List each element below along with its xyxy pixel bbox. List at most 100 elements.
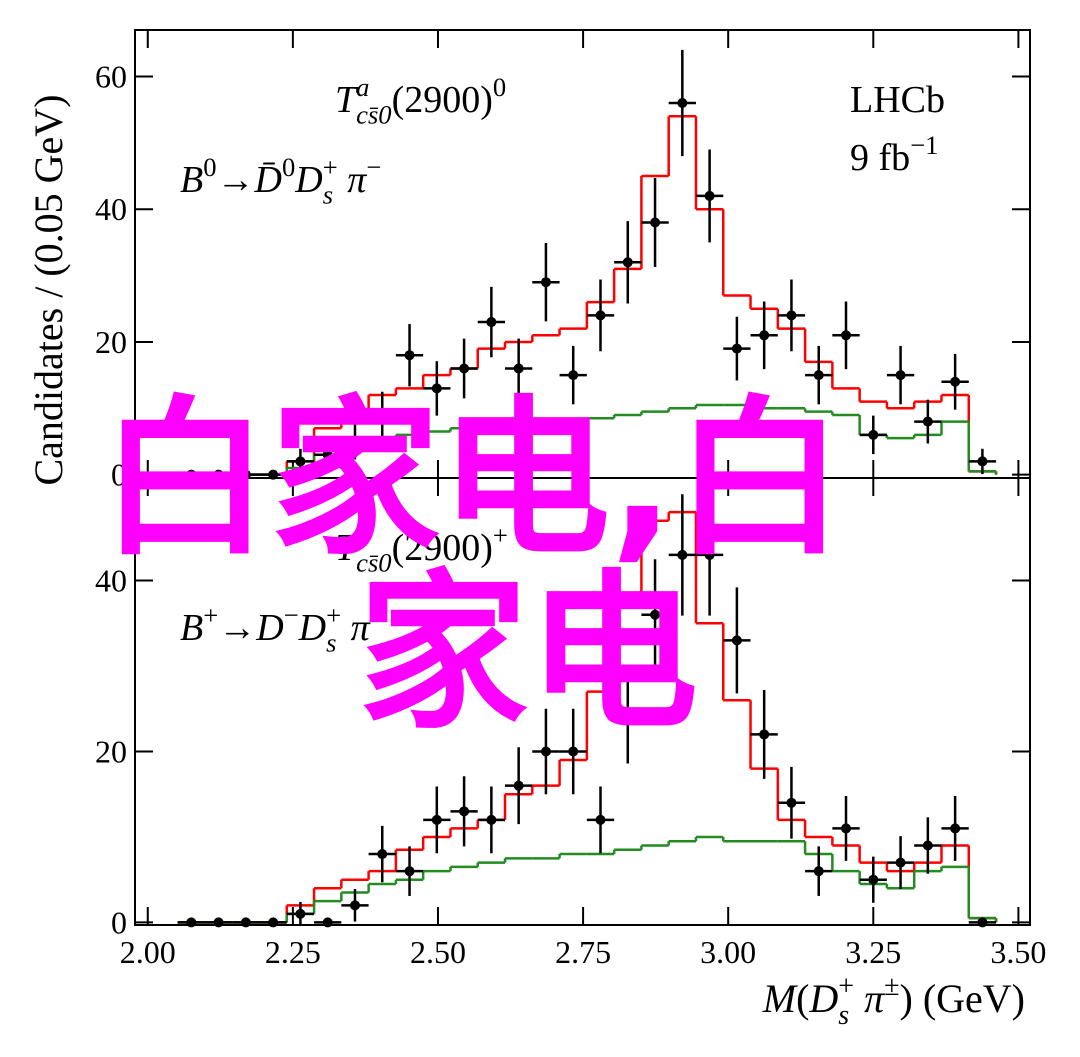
annotation-part: a: [356, 72, 369, 102]
data-point: [895, 370, 906, 381]
data-point: [813, 370, 824, 381]
annotation-part: a: [356, 520, 369, 550]
annotation-part: D̄: [254, 159, 282, 201]
annotation-part: s: [326, 627, 336, 657]
data-point: [895, 857, 906, 868]
overlay-text: 家电: [358, 555, 698, 753]
data-point: [295, 456, 306, 467]
y-tick-label: 0: [111, 904, 127, 940]
x-tick-label: 2.00: [120, 934, 176, 970]
x-tick-label: 2.25: [265, 934, 321, 970]
experiment: LHCb: [850, 79, 945, 121]
annotation: Ta cs̄0(2900)+: [335, 520, 508, 577]
annotation-part: 9 fb: [850, 137, 910, 179]
annotation-part: (2900): [392, 527, 493, 569]
data-point: [868, 874, 879, 885]
annotation-part: (: [796, 976, 809, 1021]
data-point: [704, 549, 715, 560]
data-point: [595, 310, 606, 321]
data-point: [513, 780, 524, 791]
data-point: [759, 330, 770, 341]
annotation-part: D: [255, 607, 283, 649]
annotation-part: +: [203, 600, 218, 630]
data-point: [841, 330, 852, 341]
annotation: 9 fb−1: [850, 130, 938, 179]
data-point: [868, 429, 879, 440]
data-point: [786, 797, 797, 808]
data-point: [568, 370, 579, 381]
data-point: [704, 190, 715, 201]
data-point: [459, 363, 470, 374]
data-point: [650, 609, 661, 620]
data-point: [349, 436, 360, 447]
annotation-part: s: [838, 1000, 849, 1031]
annotation-part: π: [341, 607, 371, 649]
data-point: [650, 217, 661, 228]
data-point: [759, 729, 770, 740]
annotation-part: cs̄0: [356, 99, 391, 129]
annotation-part: B: [180, 607, 203, 649]
data-point: [404, 866, 415, 877]
data-point: [540, 746, 551, 757]
data-point: [431, 383, 442, 394]
annotation: M(Ds+ π±) (GeV): [762, 971, 1025, 1031]
annotation-part: π: [854, 976, 885, 1021]
annotation-part: T: [335, 79, 359, 121]
data-point: [622, 712, 633, 723]
annotation-part: s: [323, 179, 333, 209]
annotation-part: +: [493, 520, 508, 550]
x-tick-label: 2.50: [410, 934, 466, 970]
x-tick-label: 3.00: [700, 934, 756, 970]
annotation-part: ±: [884, 971, 899, 1002]
y-tick-label: 20: [95, 324, 127, 360]
annotation-part: +: [326, 600, 341, 630]
data-point: [377, 849, 388, 860]
data-point: [841, 823, 852, 834]
annotation-part: M: [762, 976, 799, 1021]
annotation-part: cs̄0: [356, 547, 391, 577]
annotation-part: D: [298, 607, 326, 649]
y-axis-title: Candidates / (0.05 GeV): [26, 94, 71, 485]
annotation-part: −: [284, 600, 299, 630]
data-point: [731, 343, 742, 354]
annotation-part: ) (GeV): [900, 976, 1026, 1021]
data-point: [622, 257, 633, 268]
data-point: [404, 350, 415, 361]
x-tick-label: 2.75: [555, 934, 611, 970]
data-point: [950, 823, 961, 834]
annotation-part: 0: [282, 152, 295, 182]
annotation: B0→D̄0Ds+ π−: [180, 152, 381, 209]
annotation-part: (2900): [392, 79, 493, 121]
data-point: [295, 908, 306, 919]
panel-frame: [134, 477, 1031, 926]
data-point: [486, 814, 497, 825]
annotation-part: 0: [203, 152, 216, 182]
annotation-part: →: [218, 607, 256, 649]
annotation-part: +: [838, 971, 854, 1002]
data-point: [977, 456, 988, 467]
annotation-part: π: [338, 159, 368, 201]
x-tick-label: 3.25: [845, 934, 901, 970]
data-point: [540, 277, 551, 288]
y-tick-label: 20: [95, 733, 127, 769]
data-point: [922, 416, 933, 427]
data-point: [731, 635, 742, 646]
x-tick-label: 3.50: [990, 934, 1046, 970]
data-point: [922, 840, 933, 851]
annotation-part: −: [366, 152, 381, 182]
annotation: B+→D−Ds+ π+: [180, 600, 385, 657]
annotation-part: −1: [910, 130, 938, 160]
data-point: [459, 806, 470, 817]
data-point: [377, 409, 388, 420]
annotation-part: T: [335, 527, 359, 569]
data-point: [595, 814, 606, 825]
annotation: Ta cs̄0(2900)0: [335, 72, 506, 129]
data-point: [677, 98, 688, 109]
annotation-part: →: [217, 159, 255, 201]
data-point: [568, 746, 579, 757]
data-point: [950, 376, 961, 387]
annotation-part: +: [370, 600, 385, 630]
data-point: [349, 900, 360, 911]
data-point: [786, 310, 797, 321]
